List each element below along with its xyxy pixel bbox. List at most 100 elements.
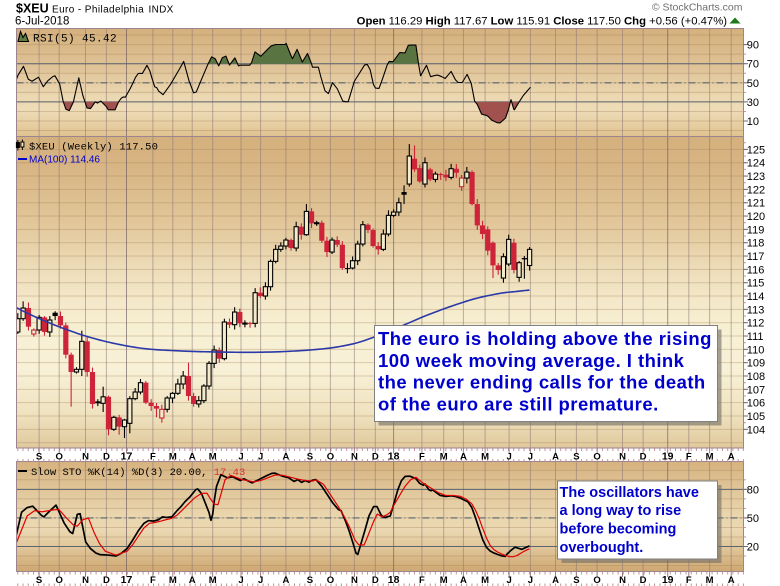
svg-text:119: 119 bbox=[747, 224, 765, 236]
svg-text:© StockCharts.com: © StockCharts.com bbox=[652, 2, 743, 14]
svg-text:F: F bbox=[419, 575, 425, 586]
svg-text:The euro is holding above the: The euro is holding above the rising bbox=[378, 328, 712, 349]
svg-text:F: F bbox=[150, 452, 156, 463]
svg-text:INDX: INDX bbox=[149, 5, 174, 16]
svg-text:a long way to rise: a long way to rise bbox=[560, 503, 682, 519]
svg-text:N: N bbox=[82, 452, 89, 463]
svg-text:6-Jul-2018: 6-Jul-2018 bbox=[15, 16, 69, 28]
svg-text:109: 109 bbox=[747, 358, 765, 370]
svg-text:O: O bbox=[56, 452, 63, 463]
svg-text:S: S bbox=[573, 452, 579, 463]
svg-text:50: 50 bbox=[747, 78, 759, 90]
svg-text:J: J bbox=[528, 575, 533, 586]
svg-text:105: 105 bbox=[747, 411, 765, 423]
svg-text:D: D bbox=[640, 575, 647, 586]
svg-text:RSI(5) 45.42: RSI(5) 45.42 bbox=[33, 34, 117, 46]
svg-text:M: M bbox=[440, 452, 448, 463]
svg-text:N: N bbox=[351, 452, 358, 463]
svg-text:117: 117 bbox=[747, 251, 765, 263]
svg-text:M: M bbox=[481, 575, 489, 586]
svg-text:18: 18 bbox=[388, 574, 400, 586]
svg-text:125: 125 bbox=[747, 144, 765, 156]
svg-text:D: D bbox=[372, 575, 379, 586]
svg-text:80: 80 bbox=[747, 484, 759, 496]
svg-text:J: J bbox=[238, 452, 243, 463]
svg-text:J: J bbox=[506, 452, 511, 463]
svg-text:D: D bbox=[103, 452, 110, 463]
svg-text:before becoming: before becoming bbox=[560, 522, 677, 538]
svg-text:N: N bbox=[619, 575, 626, 586]
svg-text:106: 106 bbox=[747, 398, 765, 410]
svg-text:50: 50 bbox=[747, 513, 759, 525]
svg-text:10: 10 bbox=[747, 116, 759, 128]
svg-text:A: A bbox=[460, 575, 467, 586]
svg-text:M: M bbox=[706, 452, 714, 463]
svg-text:N: N bbox=[619, 452, 626, 463]
svg-text:F: F bbox=[150, 575, 156, 586]
svg-text:A: A bbox=[282, 575, 289, 586]
svg-text:D: D bbox=[103, 575, 110, 586]
svg-text:O: O bbox=[327, 452, 334, 463]
svg-text:121: 121 bbox=[747, 198, 765, 210]
svg-text:J: J bbox=[258, 452, 263, 463]
svg-text:M: M bbox=[706, 575, 714, 586]
svg-text:20: 20 bbox=[747, 542, 759, 554]
svg-text:J: J bbox=[238, 575, 243, 586]
svg-text:100 week moving average. I thi: 100 week moving average. I think bbox=[378, 350, 685, 371]
svg-text:113: 113 bbox=[747, 304, 765, 316]
svg-text:D: D bbox=[372, 452, 379, 463]
svg-text:A: A bbox=[189, 452, 196, 463]
svg-text:107: 107 bbox=[747, 384, 765, 396]
svg-text:A: A bbox=[728, 452, 735, 463]
svg-text:115: 115 bbox=[747, 278, 765, 290]
svg-text:18: 18 bbox=[388, 451, 400, 463]
svg-text:D: D bbox=[640, 452, 647, 463]
svg-text:Slow STO %K(14) %D(3) 20.00, 1: Slow STO %K(14) %D(3) 20.00, 17.43 bbox=[31, 467, 245, 479]
svg-text:$XEU (Weekly) 117.50: $XEU (Weekly) 117.50 bbox=[29, 142, 158, 154]
svg-text:MA(100) 114.46: MA(100) 114.46 bbox=[29, 155, 100, 166]
svg-text:30: 30 bbox=[747, 97, 759, 109]
svg-text:J: J bbox=[258, 575, 263, 586]
svg-text:F: F bbox=[419, 452, 425, 463]
svg-text:110: 110 bbox=[747, 344, 765, 356]
svg-text:M: M bbox=[209, 452, 217, 463]
svg-text:M: M bbox=[481, 452, 489, 463]
svg-text:M: M bbox=[169, 575, 177, 586]
svg-text:A: A bbox=[282, 452, 289, 463]
svg-text:S: S bbox=[36, 575, 42, 586]
svg-text:The oscillators have: The oscillators have bbox=[560, 485, 699, 501]
svg-text:Euro - Philadelphia: Euro - Philadelphia bbox=[52, 5, 144, 16]
svg-text:O: O bbox=[593, 452, 600, 463]
svg-text:70: 70 bbox=[747, 59, 759, 71]
svg-text:A: A bbox=[189, 575, 196, 586]
svg-text:M: M bbox=[169, 452, 177, 463]
svg-text:112: 112 bbox=[747, 318, 765, 330]
svg-text:111: 111 bbox=[747, 331, 764, 343]
svg-text:M: M bbox=[440, 575, 448, 586]
svg-text:F: F bbox=[686, 575, 692, 586]
svg-text:M: M bbox=[209, 575, 217, 586]
svg-text:J: J bbox=[528, 452, 533, 463]
svg-text:123: 123 bbox=[747, 171, 765, 183]
svg-text:S: S bbox=[36, 452, 42, 463]
svg-text:F: F bbox=[686, 452, 692, 463]
svg-text:N: N bbox=[82, 575, 89, 586]
svg-text:17: 17 bbox=[121, 574, 133, 586]
svg-text:overbought.: overbought. bbox=[560, 540, 644, 556]
svg-text:A: A bbox=[552, 575, 559, 586]
svg-text:S: S bbox=[307, 452, 313, 463]
svg-text:O: O bbox=[56, 575, 63, 586]
svg-text:J: J bbox=[506, 575, 511, 586]
svg-text:17: 17 bbox=[121, 451, 133, 463]
svg-text:122: 122 bbox=[747, 184, 765, 196]
svg-text:$XEU: $XEU bbox=[16, 2, 49, 16]
svg-text:90: 90 bbox=[747, 40, 759, 52]
svg-text:120: 120 bbox=[747, 211, 765, 223]
svg-text:O: O bbox=[327, 575, 334, 586]
svg-text:of the euro are still prematur: of the euro are still premature. bbox=[378, 394, 659, 415]
svg-text:104: 104 bbox=[747, 424, 765, 436]
svg-text:the never ending calls for the: the never ending calls for the death bbox=[378, 372, 706, 393]
svg-text:19: 19 bbox=[662, 451, 674, 463]
svg-text:Open 116.29 High 117.67 Low 11: Open 116.29 High 117.67 Low 115.91 Close… bbox=[357, 16, 728, 28]
svg-text:N: N bbox=[351, 575, 358, 586]
